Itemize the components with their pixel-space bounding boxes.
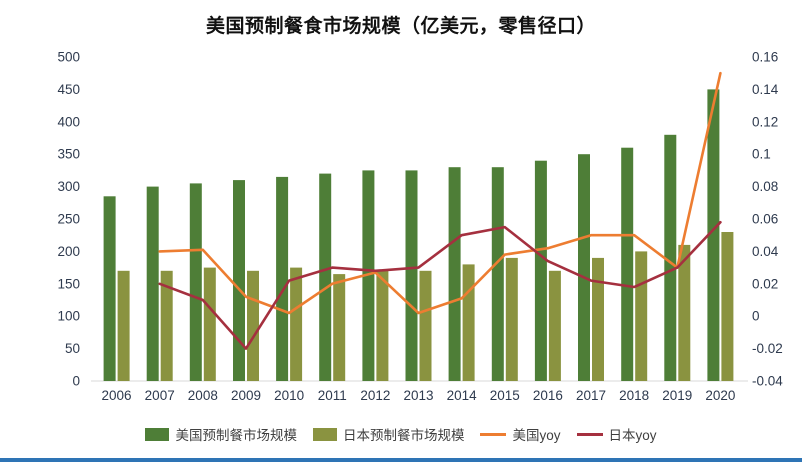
y-axis-left-tick: 250 [57,212,80,227]
bar [707,89,720,382]
y-axis-right-tick: 0.12 [752,114,778,129]
y-axis-left-tick: 200 [57,244,80,259]
legend-label-japan-yoy: 日本yoy [608,428,657,443]
bar [491,167,504,381]
bar [362,170,375,381]
bottom-accent-bar [0,458,802,462]
bar [721,232,734,381]
x-axis-tick: 2007 [145,388,175,403]
bar [117,270,130,381]
y-axis-right-tick: 0.02 [752,276,778,291]
x-axis-tick: 2012 [360,388,390,403]
x-axis-tick: 2011 [318,388,347,403]
y-axis-right-tick: 0.16 [752,50,778,65]
bar [290,267,303,381]
legend-label-japan-market: 日本预制餐市场规模 [342,428,465,443]
bar [419,270,432,381]
y-axis-left-tick: 300 [57,179,80,194]
line-japan-yoy [158,220,722,350]
y-axis-right-tick: 0.06 [752,212,778,227]
x-axis-tick: 2015 [490,388,520,403]
bar [405,170,418,381]
y-axis-left-tick: 500 [57,50,80,65]
bar [189,183,202,381]
y-axis-right-tick: 0.08 [752,179,778,194]
y-axis-left-tick: 0 [72,374,80,389]
bar [678,244,691,381]
y-axis-right-tick: 0.1 [752,147,771,162]
y-axis-left-tick: 400 [57,114,80,129]
legend-swatch-us-market-icon [145,427,170,441]
x-axis-tick: 2008 [188,388,218,403]
y-axis-right-tick: 0 [752,309,760,324]
bar [203,267,216,381]
bar [548,270,561,381]
y-axis-right-tick: -0.04 [752,374,783,389]
y-axis-left-tick: 150 [57,276,80,291]
y-axis-right-tick: 0.14 [752,82,779,97]
bar [333,274,346,381]
bar [534,160,547,381]
y-axis-right-tick: 0.04 [752,244,779,259]
legend-label-us-yoy: 美国yoy [512,428,561,443]
bar [448,167,461,381]
bar [664,134,677,381]
bar [621,147,634,381]
x-axis-tick: 2010 [274,388,304,403]
y-axis-left-tick: 350 [57,147,80,162]
y-axis-left-tick: 50 [65,341,80,356]
bar [247,270,259,381]
x-axis-tick: 2009 [231,388,261,403]
y-axis-right: -0.04 -0.02 0 0.02 0.04 0.06 0.08 0.1 0.12 0.14 0.… [752,50,783,389]
legend-item-japan-market: 日本预制餐市场规模 [312,424,465,444]
x-axis-tick: 2018 [619,388,649,403]
x-axis-tick: 2019 [662,388,692,403]
bar [578,154,590,381]
y-axis-left-tick: 100 [57,309,80,324]
bars-us-market [103,89,720,382]
bar [462,264,475,381]
bar [146,186,159,381]
legend-swatch-us-yoy-icon [480,432,507,436]
legend: 美国预制餐市场规模 日本预制餐市场规模 美国yoy 日本yoy [0,424,802,444]
line-us-yoy [158,71,722,315]
bar [276,176,289,381]
bar [376,270,389,381]
x-axis-tick: 2020 [705,388,735,403]
x-axis-labels: 2006 2007 2008 2009 2010 2011 2012 2013 2014 2015… [102,388,736,403]
legend-item-japan-yoy: 日本yoy [576,424,657,444]
x-axis-tick: 2017 [576,388,606,403]
chart-title: 美国预制餐食市场规模（亿美元，零售径口） [205,16,596,37]
x-axis-tick: 2006 [102,388,132,403]
legend-item-us-market: 美国预制餐市场规模 [145,424,297,444]
bar [233,180,245,381]
chart-svg: 0 50 100 150 200 250 300 350 400 450 500 -0.04 -0.02… [57,50,783,404]
y-axis-left: 0 50 100 150 200 250 300 350 400 450 500 [57,50,80,389]
x-axis-tick: 2014 [447,388,478,403]
bar [160,270,173,381]
bar [319,173,332,381]
bar [505,257,518,381]
y-axis-right-tick: -0.02 [752,341,783,356]
x-axis-tick: 2013 [403,388,433,403]
legend-swatch-japan-market-icon [312,427,337,441]
x-axis-tick: 2016 [533,388,563,403]
bar [103,196,116,381]
bar [635,251,648,381]
legend-item-us-yoy: 美国yoy [480,424,561,444]
y-axis-left-tick: 450 [57,82,80,97]
bar [592,257,604,381]
legend-label-us-market: 美国预制餐市场规模 [175,428,297,443]
legend-swatch-japan-yoy-icon [576,432,603,436]
